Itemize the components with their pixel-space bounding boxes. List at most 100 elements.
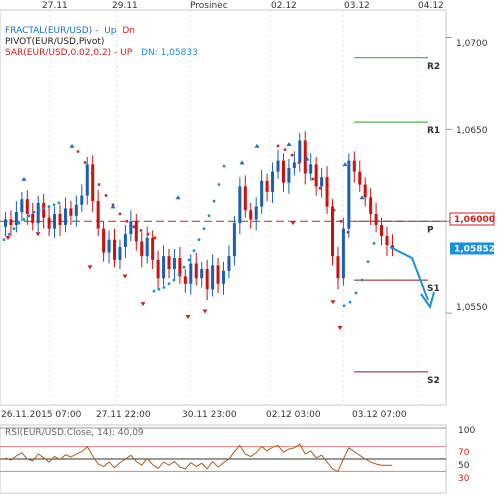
sar-up-dot [57,201,61,205]
sar-down-dot [97,183,101,186]
candle-body [249,210,253,220]
forecast-path [389,246,429,301]
sar-down-dot [118,212,122,216]
candle-body [63,208,67,225]
sar-down-dot [76,150,80,153]
indicator-legend: FRACTAL(EUR/USD) - Up Dn PIVOT(EUR/USD,P… [5,26,198,58]
candle-body [107,239,111,253]
candle-body [303,140,307,174]
sar-down-dot [346,230,350,234]
level-label-S2: S2 [427,376,440,386]
sar-down-dot [104,194,108,197]
candle-body [243,186,247,211]
candle-body [91,164,95,202]
sar-down-dot [332,208,336,212]
sar-up-dot [217,183,221,186]
forecast-arrow [389,246,435,310]
candle-body [281,160,285,183]
candle-body [347,160,351,229]
candle-body [292,162,296,168]
candle-body [14,212,18,225]
candle-body [134,221,138,242]
fractal-down-marker [140,302,146,307]
bottom-date-axis: 26.11.2015 07:00 27.11 22:00 30.11 23:00… [1,410,407,420]
sar-legend: SAR(EUR/USD,0.02,0.2) - UP DN: 1,05833 [5,48,198,58]
fractal-up-marker [110,204,116,209]
fractal-down-marker [330,300,336,305]
sar-up-dot [360,278,364,282]
sar-down-dot [125,219,129,223]
candle-body [331,206,334,257]
sar-up-dot [197,238,201,242]
top-date-label: 03.12 [344,1,370,11]
sar-down-dot [83,161,87,164]
sar-down-dot [304,168,308,172]
fractal-down-marker [290,221,296,226]
sar-down-dot [90,172,94,175]
bottom-date-label: 27.11 22:00 [96,410,151,420]
candle-body [320,177,324,187]
svg-text:1,06000: 1,06000 [454,215,495,225]
sar-up-dot [152,289,156,293]
price-tick-label: 1,0550 [456,303,488,313]
sar-down-dot [146,232,150,236]
rsi-panel: RSI(EUR/USD.Close, 14): 40,09 100 70 50 … [0,426,475,484]
candle-body [156,259,160,279]
level-label-S1: S1 [427,284,440,294]
candle-body [151,237,155,260]
sar-up-dot [32,210,36,214]
sar-up-dot [17,221,21,225]
pivot-levels: R2 R1 P S1 S2 [0,57,446,386]
candle-body [118,247,122,260]
candle-body [314,164,318,187]
bottom-date-label: 30.11 23:00 [182,410,237,420]
candle-body [265,180,269,192]
candle-body [232,223,236,257]
top-date-axis: 27.11 29.11 Prosinec 02.12 03.12 04.12 [42,1,444,11]
candle-body [227,256,231,271]
forecast-arrowhead [420,291,435,310]
fractal-up-marker [286,141,292,146]
candle-body [200,269,204,279]
price-axis: 1,0700 1,0650 1,0550 [456,39,488,313]
candle-body [238,186,242,224]
candle-body [58,213,62,225]
candle-body [183,276,187,284]
candle-body [20,199,24,213]
sar-down-dot [311,177,315,181]
candle-body [363,184,367,198]
sar-up-dot [212,199,216,203]
sar-down-dot [297,161,301,164]
sar-up-dot [172,278,176,282]
candle-body [309,164,313,174]
level-label-R1: R1 [427,126,440,136]
candle-body [31,213,35,224]
sar-up-dot [27,214,31,218]
sar-up-dot [162,286,166,289]
candle-body [341,228,345,279]
sar-up-dot [37,208,41,212]
candle-body [254,206,258,220]
candle-body [36,202,40,224]
fractal-up-marker [21,176,27,181]
sar-down-dot [139,229,143,232]
candle-body [352,160,356,172]
svg-text:1,05852: 1,05852 [454,244,495,254]
sar-up-dot [222,164,226,168]
top-date-label: 29.11 [112,1,138,11]
candle-body [47,217,51,229]
candle-body [216,265,220,284]
pivot-legend: PIVOT(EUR/USD,Pivot) [5,37,104,47]
sar-up-dot [366,260,370,264]
candles [4,131,394,301]
fractal-down-marker [122,274,128,279]
sar-up-dot [167,282,171,286]
candle-body [336,256,340,279]
fractal-up-marker [359,195,365,200]
candle-body [129,221,133,235]
fractal-down-marker [202,309,208,314]
pivot-price-badge: 1,06000 [449,212,495,226]
fractal-up-marker [175,195,181,200]
sar-up-dot [2,238,6,242]
